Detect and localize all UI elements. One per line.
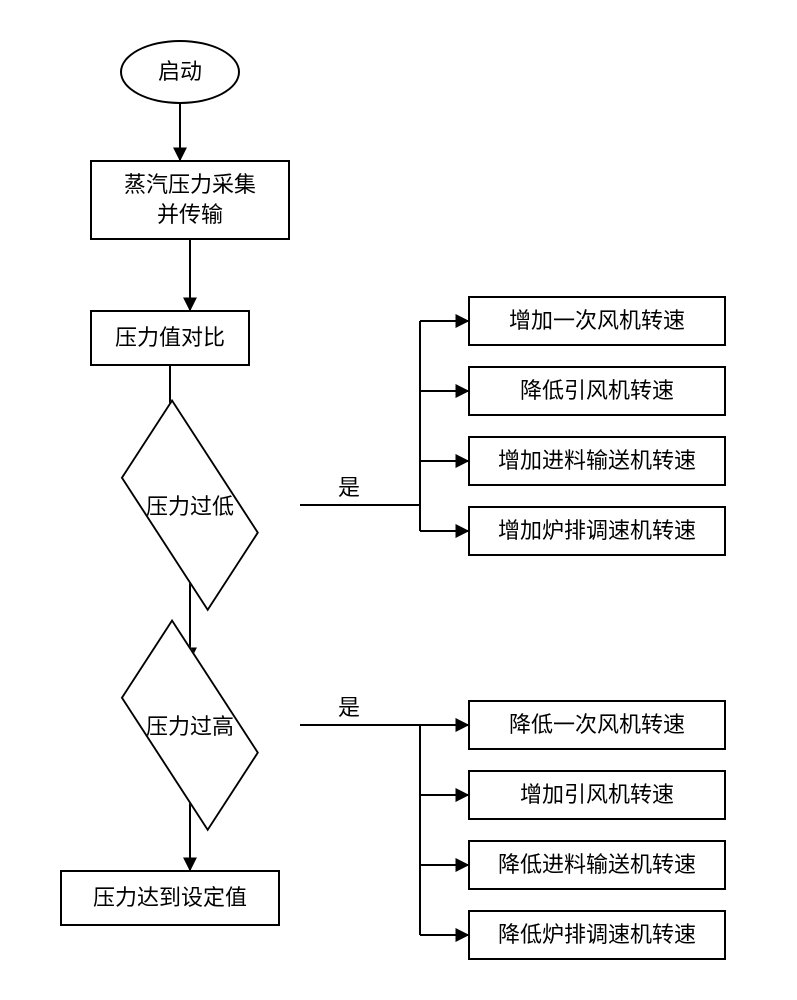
pressure-low-node: 压力过低: [80, 440, 300, 570]
compare-label: 压力值对比: [115, 323, 225, 353]
high-action-4-label: 降低炉排调速机转速: [498, 920, 696, 950]
low-yes-label: 是: [338, 470, 360, 502]
low-action-1: 增加一次风机转速: [468, 296, 726, 346]
high-action-2: 增加引风机转速: [468, 770, 726, 820]
high-action-1: 降低一次风机转速: [468, 700, 726, 750]
pressure-set-label: 压力达到设定值: [93, 883, 247, 913]
start-node: 启动: [120, 40, 240, 104]
high-action-3-label: 降低进料输送机转速: [498, 850, 696, 880]
high-action-2-label: 增加引风机转速: [520, 780, 674, 810]
collect-label: 蒸汽压力采集 并传输: [124, 170, 256, 229]
high-action-4: 降低炉排调速机转速: [468, 910, 726, 960]
start-label: 启动: [158, 57, 202, 87]
compare-node: 压力值对比: [90, 310, 250, 366]
pressure-low-label: 压力过低: [146, 489, 234, 521]
pressure-high-node: 压力过高: [80, 660, 300, 790]
low-action-1-label: 增加一次风机转速: [509, 306, 685, 336]
low-action-2-label: 降低引风机转速: [520, 376, 674, 406]
low-action-3: 增加进料输送机转速: [468, 436, 726, 486]
collect-node: 蒸汽压力采集 并传输: [90, 160, 290, 240]
high-action-3: 降低进料输送机转速: [468, 840, 726, 890]
low-action-4: 增加炉排调速机转速: [468, 506, 726, 556]
high-yes-label: 是: [338, 690, 360, 722]
low-action-2: 降低引风机转速: [468, 366, 726, 416]
high-action-1-label: 降低一次风机转速: [509, 710, 685, 740]
pressure-high-label: 压力过高: [146, 709, 234, 741]
low-action-3-label: 增加进料输送机转速: [498, 446, 696, 476]
low-action-4-label: 增加炉排调速机转速: [498, 516, 696, 546]
pressure-set-node: 压力达到设定值: [60, 870, 280, 926]
